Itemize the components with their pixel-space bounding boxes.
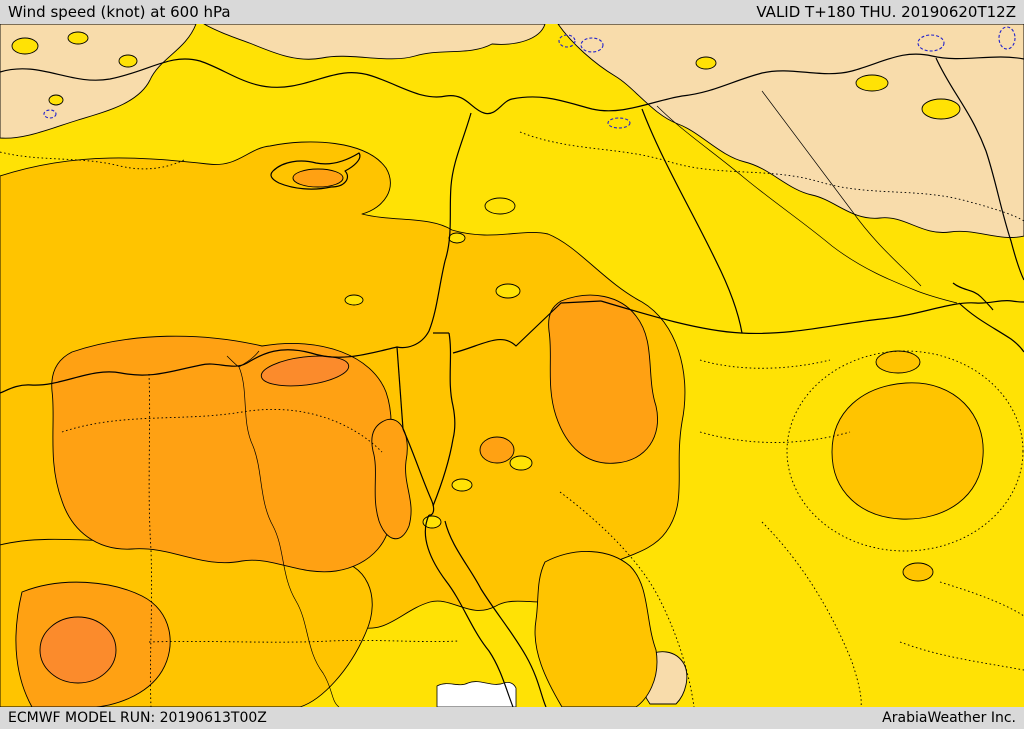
suez-link-line	[396, 346, 404, 430]
yellow-spot	[118, 54, 138, 68]
tigris-river	[761, 90, 958, 304]
jordan-rift-line	[448, 332, 456, 440]
contour-fill-orange-sinai-strip	[371, 418, 412, 539]
turkey-coast-border	[0, 53, 1024, 115]
contour-fill-amber-bottomcenter	[534, 551, 658, 708]
lake-van-outline	[917, 34, 945, 52]
cyprus-coastline	[270, 152, 361, 190]
map-title: Wind speed (knot) at 600 hPa	[8, 2, 231, 21]
dotted-contour-lines	[0, 131, 1024, 708]
gulf-of-suez-coast	[402, 428, 435, 516]
yellow-spot	[484, 197, 516, 215]
lake-tuz-outline	[580, 37, 604, 53]
contour-fill-amber-right-oval	[831, 382, 984, 520]
contour-fill-pale-topright	[557, 24, 1024, 238]
yellow-spot	[509, 455, 533, 471]
jordan-saudi-border	[452, 300, 602, 354]
nile-river	[226, 350, 340, 708]
contour-fill-orange-spot	[479, 436, 515, 464]
levant-egypt-coastline	[0, 112, 472, 394]
brand-label: ArabiaWeather Inc.	[882, 710, 1016, 726]
persian-gulf-coast	[958, 302, 1024, 353]
header-bar: Wind speed (knot) at 600 hPa VALID T+180…	[0, 0, 1024, 24]
lake-assad-outline	[607, 117, 631, 129]
dotted-contour	[699, 359, 831, 369]
yellow-spot	[855, 74, 889, 92]
coastlines-and-borders	[0, 53, 1024, 708]
gulf-of-aqaba-coast	[432, 438, 454, 507]
model-run-label: ECMWF MODEL RUN: 20190613T00Z	[8, 710, 267, 726]
saudi-iraq-border	[600, 299, 1024, 335]
yellow-spot	[11, 37, 39, 55]
contour-fill-orange-egypt	[51, 335, 392, 573]
euphrates-river	[656, 105, 918, 292]
yellow-spot	[67, 31, 89, 45]
contour-fill-deep-cairo	[260, 355, 350, 387]
dotted-border-egypt-sudan	[148, 639, 459, 643]
yellow-spot	[921, 98, 961, 120]
dotted-contour	[939, 581, 1024, 617]
red-sea-east-coast	[444, 520, 547, 708]
red-sea-west-coast	[424, 514, 514, 708]
dotted-contour	[699, 431, 851, 443]
dotted-contour-ring	[786, 350, 1024, 552]
lake-outline	[43, 109, 57, 119]
yellow-spot	[695, 56, 717, 70]
yellow-spot	[495, 283, 521, 299]
contour-fill-deep-bottomleft	[39, 616, 117, 684]
lake-outline	[558, 34, 576, 48]
blank-area-bottom-center	[436, 681, 517, 708]
dotted-border-egypt-libya	[148, 373, 153, 708]
contour-fill-orange-cyprus	[292, 168, 344, 188]
kuwait-border	[952, 282, 994, 311]
iran-border	[935, 57, 1024, 281]
footer-bar: ECMWF MODEL RUN: 20190613T00Z ArabiaWeat…	[0, 707, 1024, 729]
valid-time-label: VALID T+180 THU. 20190620T12Z	[756, 2, 1016, 21]
yellow-spot	[48, 94, 64, 106]
dotted-contour	[0, 151, 187, 170]
contour-fill-amber-spot-2	[902, 562, 934, 582]
yellow-spot	[451, 478, 473, 492]
yellow-spot	[344, 294, 364, 306]
contour-fills-deep-orange	[39, 355, 350, 684]
syria-iraq-border	[641, 108, 743, 334]
dotted-contour	[899, 641, 1024, 671]
contour-yellow-holes	[11, 31, 961, 529]
contour-fill-pale-topstrip	[203, 24, 546, 60]
yellow-spot	[448, 232, 466, 244]
lakes	[43, 26, 1016, 129]
lake-urmia-outline	[998, 26, 1016, 50]
contour-fill-orange-jordan-saudi	[548, 294, 658, 464]
dotted-contour	[559, 491, 695, 708]
contour-fill-amber-spot-1	[875, 350, 921, 374]
dotted-contour	[761, 521, 862, 708]
dotted-contour	[61, 408, 383, 453]
